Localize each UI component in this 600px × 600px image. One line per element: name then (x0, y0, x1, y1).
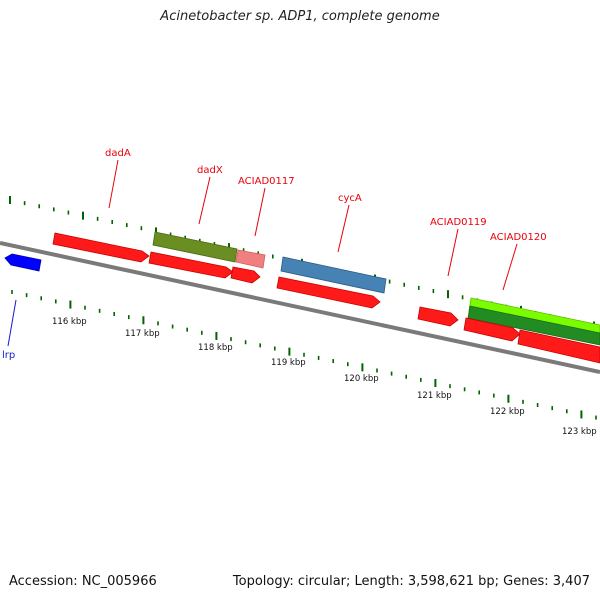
gene-lrp[interactable] (4, 253, 42, 272)
gene-dadA[interactable] (52, 232, 150, 263)
feature-ruler-bottom (11, 290, 597, 420)
tick-label-119: 119 kbp (271, 358, 306, 368)
tick-label-118: 118 kbp (198, 343, 233, 353)
label-lrp: lrp (2, 350, 15, 361)
tick-label-117: 117 kbp (125, 329, 160, 339)
tick-label-121: 121 kbp (417, 391, 452, 401)
map-title: Acinetobacter sp. ADP1, complete genome (160, 9, 440, 24)
label-ACIAD0117: ACIAD0117 (238, 176, 295, 187)
gene-cds-d[interactable] (463, 317, 521, 342)
gene-cycA[interactable] (280, 256, 387, 294)
gene-cds-a[interactable] (148, 251, 234, 279)
label-ACIAD0120: ACIAD0120 (490, 232, 547, 243)
genome-info-text: Topology: circular; Length: 3,598,621 bp… (232, 574, 590, 589)
label-dadA: dadA (105, 148, 131, 159)
gene-cds-b[interactable] (230, 266, 261, 284)
tick-label-120: 120 kbp (344, 374, 379, 384)
label-leaders (7, 159, 518, 347)
gene-cds-e[interactable] (517, 329, 600, 364)
label-ACIAD0119: ACIAD0119 (430, 217, 487, 228)
label-dadX: dadX (197, 165, 223, 176)
accession-text: Accession: NC_005966 (9, 574, 157, 589)
genome-backbone (0, 241, 600, 374)
gene-ACIAD0119[interactable] (417, 306, 459, 327)
gene-green-band[interactable] (467, 305, 600, 346)
tick-label-123: 123 kbp (562, 427, 597, 437)
tick-label-116: 116 kbp (52, 317, 87, 327)
gene-ACIAD0117[interactable] (235, 249, 266, 269)
tick-label-122: 122 kbp (490, 407, 525, 417)
label-cycA: cycA (338, 193, 362, 204)
gene-cds-c[interactable] (276, 276, 381, 309)
gene-dadX[interactable] (152, 231, 238, 263)
